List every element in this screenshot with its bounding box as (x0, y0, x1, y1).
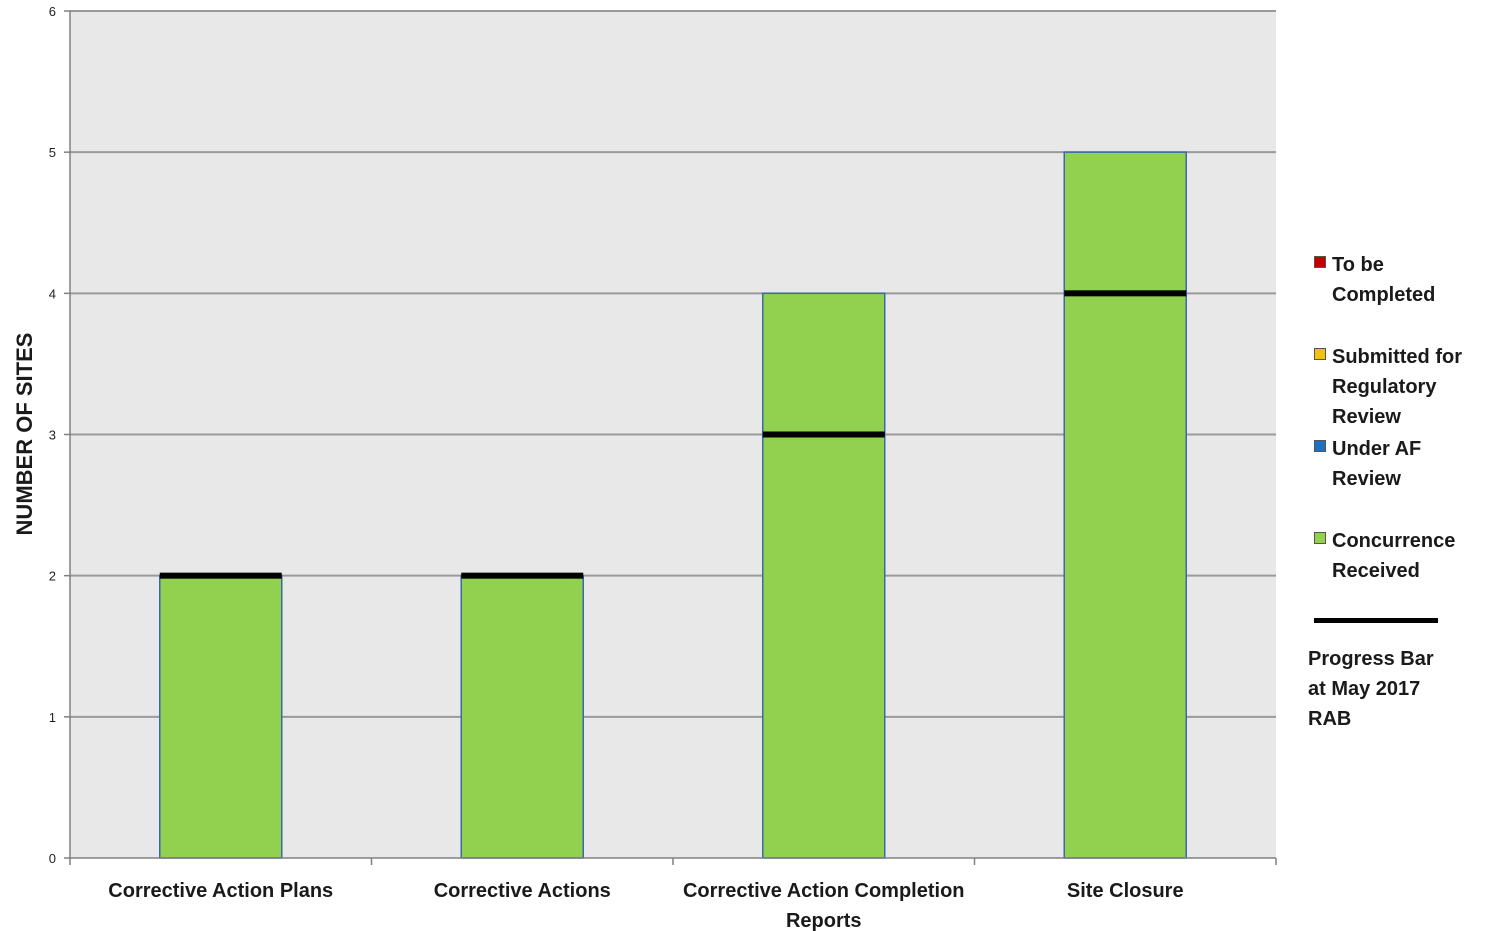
legend-item-to-be-completed: To be Completed (1314, 250, 1482, 310)
progress-marker (1064, 290, 1187, 297)
legend-swatch-yellow (1314, 348, 1326, 360)
progress-marker (461, 572, 584, 579)
x-category-label: Corrective Action Plans (108, 880, 333, 902)
y-tick-label: 3 (49, 428, 56, 443)
y-tick-label: 1 (49, 710, 56, 725)
x-category-label: Corrective Action Completion (683, 880, 965, 902)
legend-label: Submitted for Regulatory Review (1332, 346, 1462, 428)
progress-layer (159, 290, 1187, 579)
legend-label: Concurrence Received (1332, 530, 1456, 582)
progress-marker (159, 572, 282, 579)
x-category-label: Reports (786, 910, 862, 931)
legend-item-under-af-review: Under AF Review (1314, 434, 1482, 494)
legend-progress-line (1314, 618, 1438, 623)
axis-layer: 0 1 2 3 4 5 6 Corrective Action Plans Corrective… (49, 4, 1277, 931)
legend-swatch-red (1314, 256, 1326, 268)
y-tick-label: 5 (49, 145, 56, 160)
bar-concurrence-received (1063, 151, 1187, 859)
x-category-label: Corrective Actions (434, 880, 611, 902)
legend-item-submitted-for-regulatory-review: Submitted for Regulatory Review (1314, 342, 1482, 432)
legend-progress-label: Progress Bar at May 2017 RAB (1308, 648, 1434, 730)
bars-layer (159, 151, 1187, 859)
x-category-label: Site Closure (1067, 880, 1184, 902)
bar-concurrence-received (762, 292, 886, 859)
y-tick-label: 2 (49, 569, 56, 584)
progress-marker (762, 431, 885, 438)
y-tick-label: 6 (49, 4, 56, 19)
legend-item-concurrence-received: Concurrence Received (1314, 526, 1482, 586)
legend-swatch-green (1314, 532, 1326, 544)
y-axis-title: NUMBER OF SITES (12, 333, 37, 536)
bar-concurrence-received (460, 574, 584, 859)
legend-label: To be Completed (1332, 254, 1436, 306)
y-tick-label: 0 (49, 851, 56, 866)
y-tick-label: 4 (49, 286, 56, 301)
legend-label: Under AF Review (1332, 438, 1422, 490)
bar-concurrence-received (159, 574, 283, 859)
legend-swatch-blue (1314, 440, 1326, 452)
